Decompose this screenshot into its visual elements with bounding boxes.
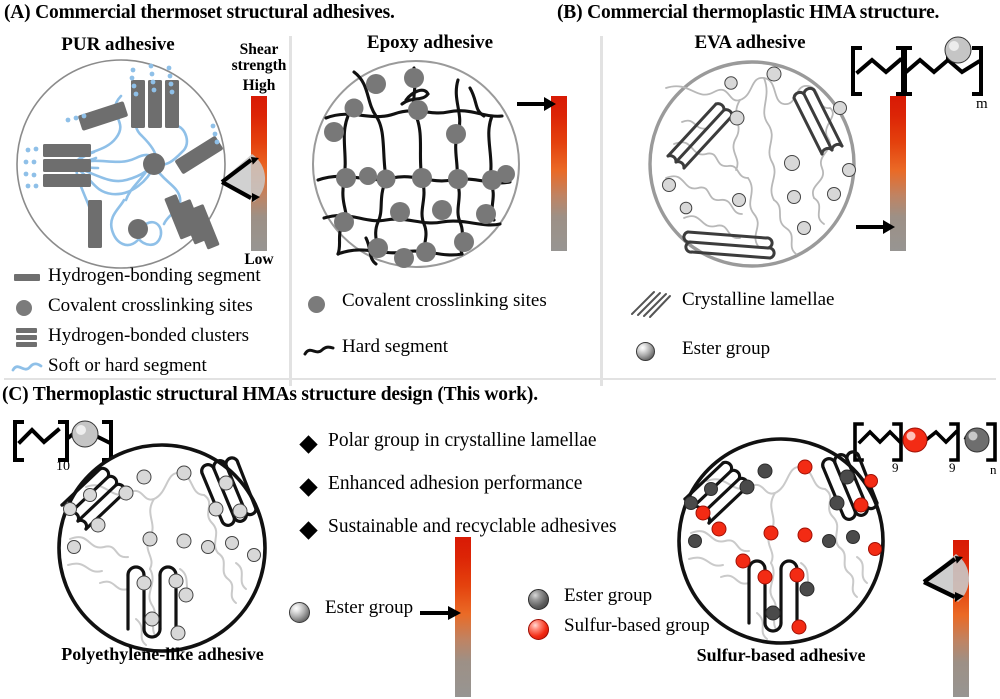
polyethylene-like-diagram <box>57 443 267 653</box>
svg-text:9: 9 <box>892 460 899 475</box>
shear-gradient-bar-pe-like <box>455 537 471 697</box>
bullet-label: Polar group in crystalline lamellae <box>328 430 597 451</box>
divider-horizontal <box>4 378 996 380</box>
eva-monomer-structure: n m <box>851 36 988 112</box>
shear-strength-label-line2: strength <box>231 57 287 74</box>
wavy-line-icon <box>11 362 43 372</box>
sphere-icon <box>528 589 549 610</box>
divider-a-b <box>600 36 603 386</box>
legend-label: Hydrogen-bonding segment <box>48 265 261 286</box>
legend-label: Ester group <box>682 338 771 359</box>
bullet-label: Sustainable and recyclable adhesives <box>328 516 617 537</box>
sulfur-strength-range-indicator <box>922 554 970 602</box>
sphere-icon <box>289 602 310 623</box>
eva-strength-arrow <box>856 220 895 234</box>
legend-label: Covalent crosslinking sites <box>342 290 547 311</box>
pur-strength-range-indicator <box>220 154 266 202</box>
epoxy-title: Epoxy adhesive <box>366 32 494 53</box>
shear-gradient-bar-eva <box>890 96 906 251</box>
legend-label: Ester group <box>564 585 653 606</box>
sulfur-monomer-structure: 9 9 n <box>853 422 997 477</box>
circle-icon <box>308 296 325 313</box>
panel-c-title: (C) Thermoplastic structural HMAs struct… <box>2 384 538 405</box>
sphere-icon <box>636 342 655 361</box>
sulfur-based-caption: Sulfur-based adhesive <box>696 645 866 665</box>
svg-text:n: n <box>990 462 997 477</box>
diamond-bullet-icon <box>299 521 318 540</box>
red-sphere-icon <box>528 619 549 640</box>
epoxy-strength-arrow <box>517 97 556 111</box>
legend-label: Sulfur-based group <box>564 615 710 636</box>
circle-icon <box>16 300 32 316</box>
panel-b-title: (B) Commercial thermoplastic HMA structu… <box>557 2 940 23</box>
lamellae-icon <box>631 291 671 318</box>
legend-label: Hydrogen-bonded clusters <box>48 325 250 346</box>
pur-diagram <box>16 59 226 269</box>
diamond-bullet-icon <box>299 435 318 454</box>
shear-high-label: High <box>242 77 276 94</box>
legend-label: Hard segment <box>342 336 449 357</box>
shear-strength-label-line1: Shear <box>239 41 279 58</box>
svg-text:m: m <box>976 96 988 112</box>
pur-title: PUR adhesive <box>61 34 175 55</box>
shear-gradient-bar-epoxy <box>551 96 567 251</box>
shear-low-label: Low <box>244 251 274 268</box>
legend-label: Ester group <box>325 597 414 618</box>
bar-icon <box>14 274 40 281</box>
divider-a-internal <box>289 36 292 386</box>
eva-diagram <box>648 60 856 268</box>
sulfur-based-diagram <box>677 437 885 645</box>
bullet-label: Enhanced adhesion performance <box>328 473 583 494</box>
epoxy-diagram <box>312 60 520 268</box>
svg-text:9: 9 <box>949 460 956 475</box>
diamond-bullet-icon <box>299 478 318 497</box>
legend-label: Soft or hard segment <box>48 355 207 376</box>
pe-like-strength-arrow <box>420 606 461 620</box>
stacked-bars-icon <box>16 328 37 347</box>
svg-text:10: 10 <box>56 459 70 474</box>
legend-label: Covalent crosslinking sites <box>48 295 253 316</box>
eva-title: EVA adhesive <box>694 32 806 53</box>
wavy-line-icon <box>303 345 335 356</box>
legend-label: Crystalline lamellae <box>682 289 835 310</box>
panel-a-title: (A) Commercial thermoset structural adhe… <box>4 2 395 23</box>
polyethylene-like-caption: Polyethylene-like adhesive <box>61 644 264 664</box>
